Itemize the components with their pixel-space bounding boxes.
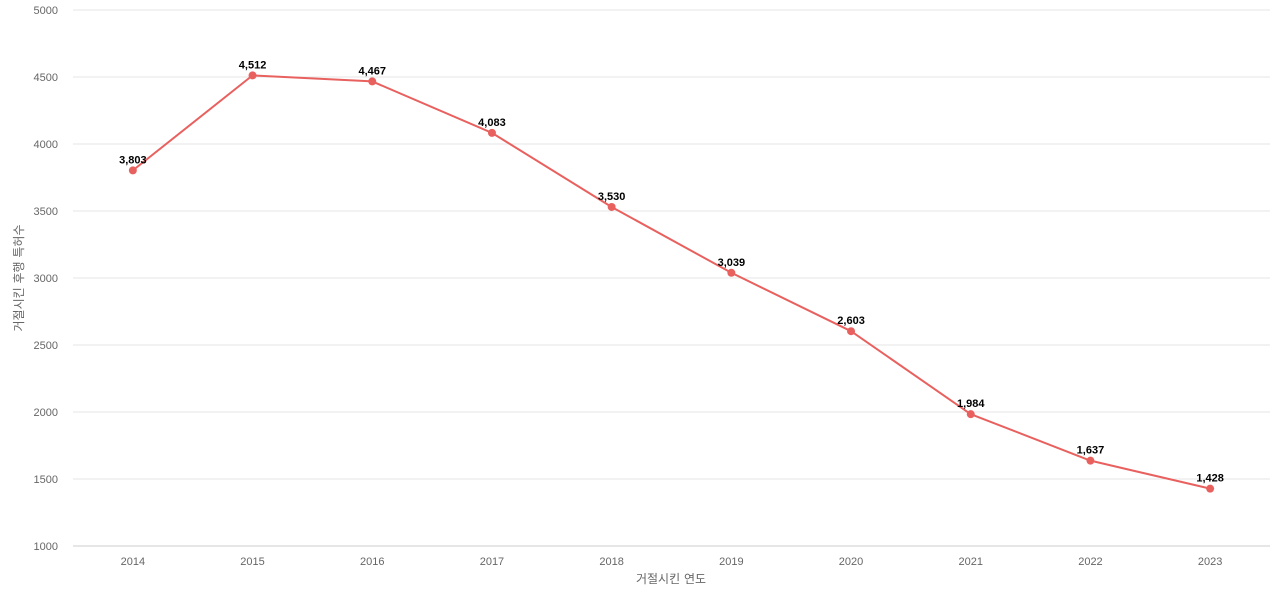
x-tick-label: 2023 bbox=[1198, 556, 1222, 568]
data-point[interactable] bbox=[847, 327, 856, 336]
series-group bbox=[128, 71, 1215, 493]
x-axis-title: 거절시킨 연도 bbox=[636, 572, 706, 586]
data-point[interactable] bbox=[607, 202, 616, 211]
y-axis-title: 거절시킨 후행 특허수 bbox=[11, 225, 26, 332]
data-point[interactable] bbox=[1086, 456, 1095, 465]
data-label: 2,603 bbox=[837, 315, 865, 327]
y-tick-label: 1000 bbox=[34, 541, 58, 553]
data-label: 4,512 bbox=[239, 59, 267, 71]
x-tick-label: 2022 bbox=[1078, 556, 1102, 568]
data-label: 1,637 bbox=[1077, 445, 1105, 457]
data-point[interactable] bbox=[1206, 484, 1215, 493]
y-tick-label: 2000 bbox=[34, 407, 58, 419]
data-label: 3,530 bbox=[598, 191, 626, 203]
data-label: 3,803 bbox=[119, 154, 147, 166]
data-label: 1,984 bbox=[957, 398, 985, 410]
x-tick-label: 2014 bbox=[121, 556, 145, 568]
y-tick-label: 4000 bbox=[34, 139, 58, 151]
x-tick-label: 2021 bbox=[959, 556, 983, 568]
x-tick-label: 2018 bbox=[599, 556, 623, 568]
data-label: 4,467 bbox=[358, 65, 386, 77]
y-tick-label: 1500 bbox=[34, 474, 58, 486]
data-point[interactable] bbox=[128, 166, 137, 175]
data-label: 4,083 bbox=[478, 117, 506, 129]
data-point[interactable] bbox=[966, 410, 975, 419]
data-point[interactable] bbox=[248, 71, 257, 80]
y-tick-label: 3000 bbox=[34, 273, 58, 285]
x-tick-label: 2019 bbox=[719, 556, 743, 568]
x-tick-label: 2017 bbox=[480, 556, 504, 568]
grid-lines bbox=[73, 9, 1270, 547]
data-labels: 3,803 4,512 4,467 4,083 3,530 3,039 2,603 1,984… bbox=[119, 59, 1224, 484]
y-tick-label: 5000 bbox=[34, 5, 58, 17]
x-tick-label: 2016 bbox=[360, 556, 384, 568]
y-axis-ticks: 1000 1500 2000 2500 3000 3500 4000 4500 5000 bbox=[34, 5, 58, 553]
data-point[interactable] bbox=[727, 268, 736, 277]
y-tick-label: 4500 bbox=[34, 72, 58, 84]
x-tick-label: 2015 bbox=[240, 556, 264, 568]
x-tick-label: 2020 bbox=[839, 556, 863, 568]
data-label: 3,039 bbox=[718, 257, 746, 269]
x-axis-ticks: 2014 2015 2016 2017 2018 2019 2020 2021 2022 2023 bbox=[121, 556, 1223, 568]
data-point[interactable] bbox=[487, 128, 496, 137]
data-label: 1,428 bbox=[1196, 473, 1224, 485]
data-point[interactable] bbox=[368, 77, 377, 86]
series-line bbox=[132, 74, 1211, 490]
y-tick-label: 3500 bbox=[34, 206, 58, 218]
y-tick-label: 2500 bbox=[34, 340, 58, 352]
